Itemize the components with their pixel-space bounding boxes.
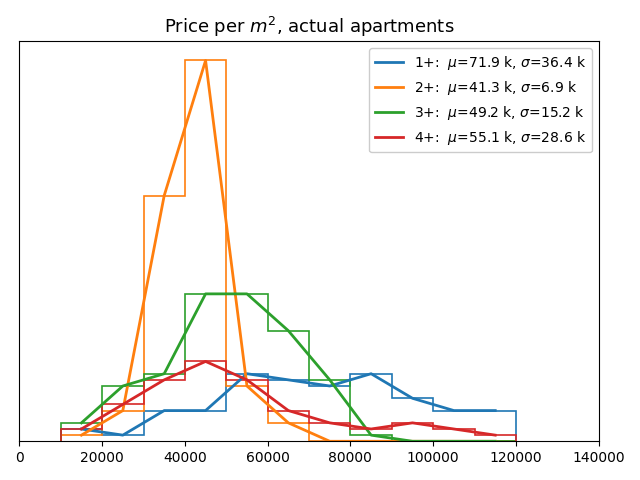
1+:  $\mu$=71.9 k, $\sigma$=36.4 k: (5.5e+04, 11): $\mu$=71.9 k, $\sigma$=36.4 k: (5.5e+04,…: [243, 371, 251, 377]
3+:  $\mu$=49.2 k, $\sigma$=15.2 k: (1.5e+04, 3): $\mu$=49.2 k, $\sigma$=15.2 k: (1.5e+04,…: [77, 420, 85, 426]
1+:  $\mu$=71.9 k, $\sigma$=36.4 k: (9.5e+04, 7): $\mu$=71.9 k, $\sigma$=36.4 k: (9.5e+04,…: [408, 396, 416, 401]
Title: Price per $m^2$, actual apartments: Price per $m^2$, actual apartments: [164, 15, 454, 39]
4+:  $\mu$=55.1 k, $\sigma$=28.6 k: (7.5e+04, 3): $\mu$=55.1 k, $\sigma$=28.6 k: (7.5e+04,…: [326, 420, 333, 426]
2+:  $\mu$=41.3 k, $\sigma$=6.9 k: (6.5e+04, 3): $\mu$=41.3 k, $\sigma$=6.9 k: (6.5e+04, …: [285, 420, 292, 426]
Line: 3+:  $\mu$=49.2 k, $\sigma$=15.2 k: 3+: $\mu$=49.2 k, $\sigma$=15.2 k: [81, 294, 495, 441]
2+:  $\mu$=41.3 k, $\sigma$=6.9 k: (2.5e+04, 5): $\mu$=41.3 k, $\sigma$=6.9 k: (2.5e+04, …: [119, 408, 127, 413]
4+:  $\mu$=55.1 k, $\sigma$=28.6 k: (1.05e+05, 2): $\mu$=55.1 k, $\sigma$=28.6 k: (1.05e+05…: [450, 426, 458, 432]
2+:  $\mu$=41.3 k, $\sigma$=6.9 k: (5.5e+04, 9): $\mu$=41.3 k, $\sigma$=6.9 k: (5.5e+04, …: [243, 383, 251, 389]
2+:  $\mu$=41.3 k, $\sigma$=6.9 k: (4.5e+04, 62): $\mu$=41.3 k, $\sigma$=6.9 k: (4.5e+04, …: [202, 58, 209, 63]
Legend: 1+:  $\mu$=71.9 k, $\sigma$=36.4 k, 2+:  $\mu$=41.3 k, $\sigma$=6.9 k, 3+:  $\mu: 1+: $\mu$=71.9 k, $\sigma$=36.4 k, 2+: $…: [369, 48, 592, 152]
2+:  $\mu$=41.3 k, $\sigma$=6.9 k: (7.5e+04, 0): $\mu$=41.3 k, $\sigma$=6.9 k: (7.5e+04, …: [326, 438, 333, 444]
3+:  $\mu$=49.2 k, $\sigma$=15.2 k: (9.5e+04, 0): $\mu$=49.2 k, $\sigma$=15.2 k: (9.5e+04,…: [408, 438, 416, 444]
3+:  $\mu$=49.2 k, $\sigma$=15.2 k: (2.5e+04, 9): $\mu$=49.2 k, $\sigma$=15.2 k: (2.5e+04,…: [119, 383, 127, 389]
Line: 4+:  $\mu$=55.1 k, $\sigma$=28.6 k: 4+: $\mu$=55.1 k, $\sigma$=28.6 k: [81, 361, 495, 435]
1+:  $\mu$=71.9 k, $\sigma$=36.4 k: (3.5e+04, 5): $\mu$=71.9 k, $\sigma$=36.4 k: (3.5e+04,…: [161, 408, 168, 413]
3+:  $\mu$=49.2 k, $\sigma$=15.2 k: (1.05e+05, 0): $\mu$=49.2 k, $\sigma$=15.2 k: (1.05e+05…: [450, 438, 458, 444]
3+:  $\mu$=49.2 k, $\sigma$=15.2 k: (6.5e+04, 18): $\mu$=49.2 k, $\sigma$=15.2 k: (6.5e+04,…: [285, 328, 292, 334]
1+:  $\mu$=71.9 k, $\sigma$=36.4 k: (1.05e+05, 5): $\mu$=71.9 k, $\sigma$=36.4 k: (1.05e+05…: [450, 408, 458, 413]
3+:  $\mu$=49.2 k, $\sigma$=15.2 k: (3.5e+04, 11): $\mu$=49.2 k, $\sigma$=15.2 k: (3.5e+04,…: [161, 371, 168, 377]
4+:  $\mu$=55.1 k, $\sigma$=28.6 k: (5.5e+04, 10): $\mu$=55.1 k, $\sigma$=28.6 k: (5.5e+04,…: [243, 377, 251, 383]
4+:  $\mu$=55.1 k, $\sigma$=28.6 k: (9.5e+04, 3): $\mu$=55.1 k, $\sigma$=28.6 k: (9.5e+04,…: [408, 420, 416, 426]
Line: 1+:  $\mu$=71.9 k, $\sigma$=36.4 k: 1+: $\mu$=71.9 k, $\sigma$=36.4 k: [81, 374, 495, 435]
4+:  $\mu$=55.1 k, $\sigma$=28.6 k: (6.5e+04, 5): $\mu$=55.1 k, $\sigma$=28.6 k: (6.5e+04,…: [285, 408, 292, 413]
2+:  $\mu$=41.3 k, $\sigma$=6.9 k: (1.15e+05, 0): $\mu$=41.3 k, $\sigma$=6.9 k: (1.15e+05,…: [492, 438, 499, 444]
2+:  $\mu$=41.3 k, $\sigma$=6.9 k: (1.05e+05, 0): $\mu$=41.3 k, $\sigma$=6.9 k: (1.05e+05,…: [450, 438, 458, 444]
3+:  $\mu$=49.2 k, $\sigma$=15.2 k: (7.5e+04, 10): $\mu$=49.2 k, $\sigma$=15.2 k: (7.5e+04,…: [326, 377, 333, 383]
3+:  $\mu$=49.2 k, $\sigma$=15.2 k: (1.15e+05, 0): $\mu$=49.2 k, $\sigma$=15.2 k: (1.15e+05…: [492, 438, 499, 444]
3+:  $\mu$=49.2 k, $\sigma$=15.2 k: (5.5e+04, 24): $\mu$=49.2 k, $\sigma$=15.2 k: (5.5e+04,…: [243, 291, 251, 297]
2+:  $\mu$=41.3 k, $\sigma$=6.9 k: (9.5e+04, 0): $\mu$=41.3 k, $\sigma$=6.9 k: (9.5e+04, …: [408, 438, 416, 444]
1+:  $\mu$=71.9 k, $\sigma$=36.4 k: (1.15e+05, 5): $\mu$=71.9 k, $\sigma$=36.4 k: (1.15e+05…: [492, 408, 499, 413]
4+:  $\mu$=55.1 k, $\sigma$=28.6 k: (1.15e+05, 1): $\mu$=55.1 k, $\sigma$=28.6 k: (1.15e+05…: [492, 432, 499, 438]
1+:  $\mu$=71.9 k, $\sigma$=36.4 k: (4.5e+04, 5): $\mu$=71.9 k, $\sigma$=36.4 k: (4.5e+04,…: [202, 408, 209, 413]
4+:  $\mu$=55.1 k, $\sigma$=28.6 k: (2.5e+04, 6): $\mu$=55.1 k, $\sigma$=28.6 k: (2.5e+04,…: [119, 402, 127, 408]
1+:  $\mu$=71.9 k, $\sigma$=36.4 k: (2.5e+04, 1): $\mu$=71.9 k, $\sigma$=36.4 k: (2.5e+04,…: [119, 432, 127, 438]
4+:  $\mu$=55.1 k, $\sigma$=28.6 k: (8.5e+04, 2): $\mu$=55.1 k, $\sigma$=28.6 k: (8.5e+04,…: [367, 426, 375, 432]
1+:  $\mu$=71.9 k, $\sigma$=36.4 k: (1.5e+04, 2): $\mu$=71.9 k, $\sigma$=36.4 k: (1.5e+04,…: [77, 426, 85, 432]
3+:  $\mu$=49.2 k, $\sigma$=15.2 k: (4.5e+04, 24): $\mu$=49.2 k, $\sigma$=15.2 k: (4.5e+04,…: [202, 291, 209, 297]
2+:  $\mu$=41.3 k, $\sigma$=6.9 k: (8.5e+04, 0): $\mu$=41.3 k, $\sigma$=6.9 k: (8.5e+04, …: [367, 438, 375, 444]
1+:  $\mu$=71.9 k, $\sigma$=36.4 k: (7.5e+04, 9): $\mu$=71.9 k, $\sigma$=36.4 k: (7.5e+04,…: [326, 383, 333, 389]
2+:  $\mu$=41.3 k, $\sigma$=6.9 k: (3.5e+04, 40): $\mu$=41.3 k, $\sigma$=6.9 k: (3.5e+04, …: [161, 192, 168, 198]
3+:  $\mu$=49.2 k, $\sigma$=15.2 k: (8.5e+04, 1): $\mu$=49.2 k, $\sigma$=15.2 k: (8.5e+04,…: [367, 432, 375, 438]
4+:  $\mu$=55.1 k, $\sigma$=28.6 k: (4.5e+04, 13): $\mu$=55.1 k, $\sigma$=28.6 k: (4.5e+04,…: [202, 359, 209, 364]
4+:  $\mu$=55.1 k, $\sigma$=28.6 k: (3.5e+04, 10): $\mu$=55.1 k, $\sigma$=28.6 k: (3.5e+04,…: [161, 377, 168, 383]
2+:  $\mu$=41.3 k, $\sigma$=6.9 k: (1.5e+04, 1): $\mu$=41.3 k, $\sigma$=6.9 k: (1.5e+04, …: [77, 432, 85, 438]
1+:  $\mu$=71.9 k, $\sigma$=36.4 k: (8.5e+04, 11): $\mu$=71.9 k, $\sigma$=36.4 k: (8.5e+04,…: [367, 371, 375, 377]
4+:  $\mu$=55.1 k, $\sigma$=28.6 k: (1.5e+04, 2): $\mu$=55.1 k, $\sigma$=28.6 k: (1.5e+04,…: [77, 426, 85, 432]
Line: 2+:  $\mu$=41.3 k, $\sigma$=6.9 k: 2+: $\mu$=41.3 k, $\sigma$=6.9 k: [81, 60, 495, 441]
1+:  $\mu$=71.9 k, $\sigma$=36.4 k: (6.5e+04, 10): $\mu$=71.9 k, $\sigma$=36.4 k: (6.5e+04,…: [285, 377, 292, 383]
